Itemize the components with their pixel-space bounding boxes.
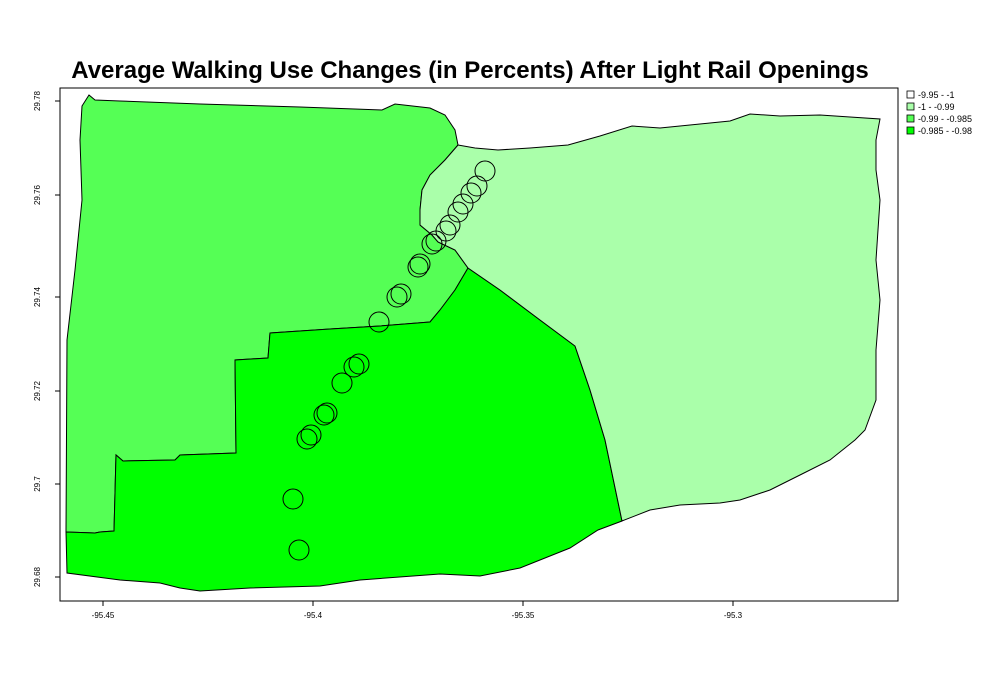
y-tick-label: 29.72 (33, 380, 42, 401)
station-marker (460, 182, 482, 204)
region-east (419, 113, 881, 522)
legend-label: -9.95 - -1 (918, 90, 955, 100)
legend-swatch (906, 126, 915, 135)
station-marker (288, 539, 310, 561)
legend-label: -0.99 - -0.985 (918, 114, 972, 124)
station-marker (409, 253, 431, 275)
station-marker (313, 404, 335, 426)
station-marker (466, 175, 488, 197)
station-marker (348, 353, 370, 375)
y-tick-label: 29.78 (33, 90, 42, 111)
x-tick-label: -95.4 (304, 611, 323, 620)
y-tick-label: 29.68 (33, 566, 42, 587)
station-marker (296, 428, 318, 450)
station-markers (282, 160, 496, 561)
station-marker (282, 488, 304, 510)
station-marker (316, 402, 338, 424)
station-marker (425, 230, 447, 252)
station-marker (439, 214, 461, 236)
station-marker (390, 283, 412, 305)
x-axis: -95.45 -95.4 -95.35 -95.3 (92, 601, 743, 620)
y-tick-label: 29.76 (33, 184, 42, 205)
legend-label: -0.985 - -0.98 (918, 126, 972, 136)
station-marker (368, 311, 390, 333)
station-marker (300, 424, 322, 446)
map-title: Average Walking Use Changes (in Percents… (71, 57, 868, 84)
station-marker (407, 256, 429, 278)
legend: -9.95 - -1 -1 - -0.99 -0.99 - -0.985 -0.… (906, 90, 972, 136)
station-marker (421, 233, 443, 255)
station-marker (447, 201, 469, 223)
legend-label: -1 - -0.99 (918, 102, 955, 112)
legend-swatch (906, 102, 915, 111)
x-tick-label: -95.35 (512, 611, 535, 620)
x-tick-label: -95.3 (724, 611, 743, 620)
legend-swatch (906, 114, 915, 123)
station-marker (386, 286, 408, 308)
y-tick-label: 29.7 (33, 476, 42, 492)
station-marker (474, 160, 496, 182)
plot-frame (59, 87, 899, 602)
x-tick-label: -95.45 (92, 611, 115, 620)
y-axis: 29.68 29.7 29.72 29.74 29.76 29.78 (33, 90, 60, 587)
legend-swatch (906, 90, 915, 99)
station-marker (343, 356, 365, 378)
station-marker (331, 372, 353, 394)
y-tick-label: 29.74 (33, 286, 42, 307)
station-marker (452, 193, 474, 215)
